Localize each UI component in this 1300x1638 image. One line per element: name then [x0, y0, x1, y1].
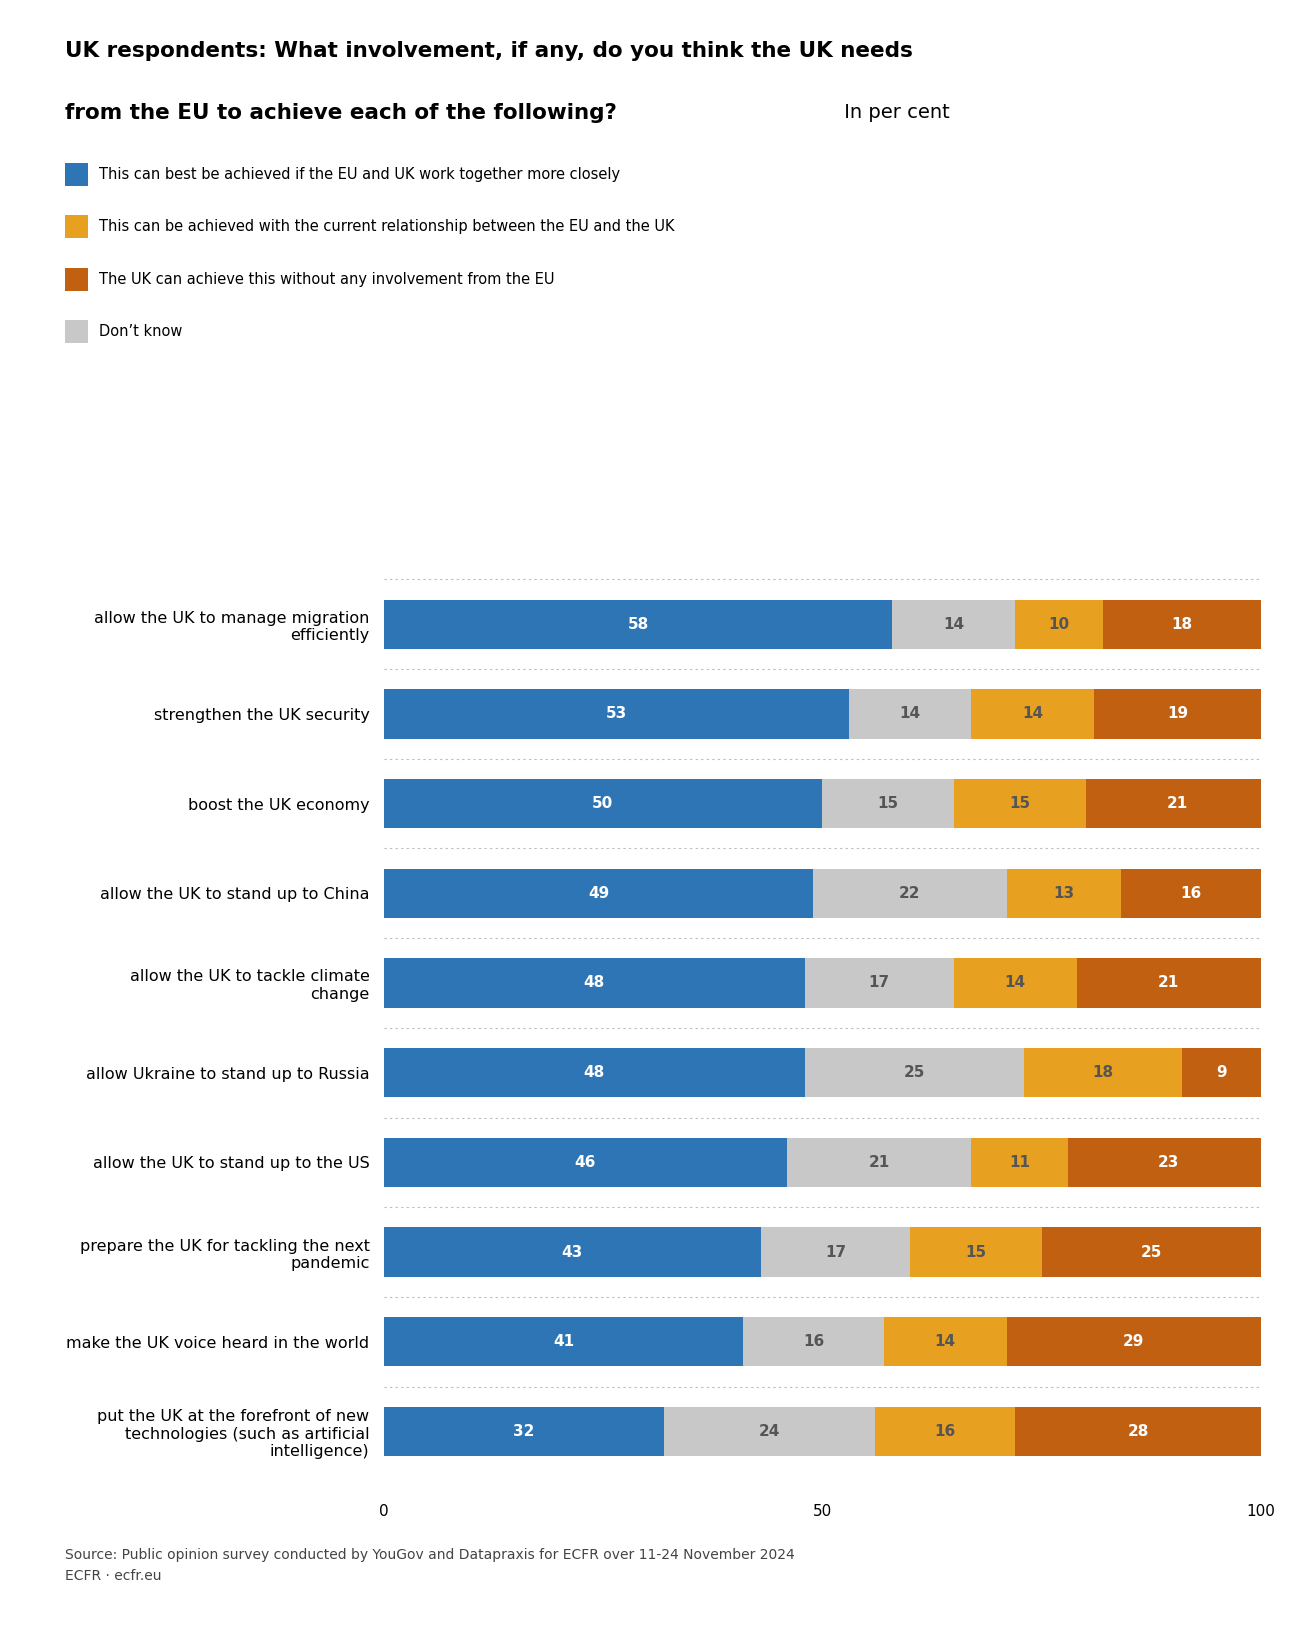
Text: 10: 10: [1049, 616, 1070, 632]
Text: 28: 28: [1127, 1423, 1149, 1440]
Bar: [384, 690, 849, 739]
Bar: [971, 690, 1095, 739]
Bar: [954, 780, 1086, 829]
Text: 43: 43: [562, 1245, 582, 1260]
Text: 48: 48: [584, 1065, 605, 1079]
Text: In per cent: In per cent: [838, 103, 950, 123]
Bar: [875, 1407, 1015, 1456]
Bar: [805, 1048, 1024, 1097]
Bar: [384, 1048, 805, 1097]
Bar: [822, 780, 954, 829]
Text: 29: 29: [1123, 1335, 1144, 1350]
Text: 13: 13: [1053, 886, 1074, 901]
Bar: [1069, 1138, 1270, 1188]
Bar: [1121, 868, 1261, 917]
Bar: [1041, 1227, 1261, 1276]
Bar: [384, 1317, 744, 1366]
Text: 17: 17: [868, 976, 889, 991]
Text: 21: 21: [1158, 976, 1179, 991]
Bar: [1006, 868, 1121, 917]
Text: 9: 9: [1217, 1065, 1227, 1079]
Bar: [1182, 1048, 1261, 1097]
Bar: [664, 1407, 875, 1456]
Bar: [1015, 1407, 1261, 1456]
Text: 25: 25: [903, 1065, 926, 1079]
Text: 14: 14: [1022, 706, 1044, 721]
Text: 18: 18: [1092, 1065, 1114, 1079]
Bar: [849, 690, 971, 739]
Bar: [1006, 1317, 1261, 1366]
Text: 58: 58: [628, 616, 649, 632]
Bar: [760, 1227, 910, 1276]
Text: UK respondents: What involvement, if any, do you think the UK needs: UK respondents: What involvement, if any…: [65, 41, 913, 61]
Bar: [954, 958, 1076, 1007]
Text: 21: 21: [868, 1155, 891, 1170]
Bar: [892, 600, 1015, 649]
Text: 53: 53: [606, 706, 627, 721]
Text: 41: 41: [552, 1335, 575, 1350]
Bar: [744, 1317, 884, 1366]
Text: 15: 15: [1009, 796, 1030, 811]
Text: 11: 11: [1009, 1155, 1030, 1170]
Bar: [805, 958, 954, 1007]
Text: 50: 50: [593, 796, 614, 811]
Bar: [910, 1227, 1041, 1276]
Text: 14: 14: [935, 1335, 956, 1350]
Text: 14: 14: [1005, 976, 1026, 991]
Text: 23: 23: [1158, 1155, 1179, 1170]
Bar: [1086, 780, 1270, 829]
Text: 16: 16: [1180, 886, 1201, 901]
Text: 48: 48: [584, 976, 605, 991]
Text: 32: 32: [514, 1423, 534, 1440]
Text: 16: 16: [935, 1423, 956, 1440]
Bar: [384, 600, 892, 649]
Bar: [384, 1227, 760, 1276]
Text: 22: 22: [900, 886, 920, 901]
Bar: [1024, 1048, 1182, 1097]
Text: 25: 25: [1140, 1245, 1162, 1260]
Text: 14: 14: [944, 616, 965, 632]
Text: This can be achieved with the current relationship between the EU and the UK: This can be achieved with the current re…: [99, 219, 675, 234]
Bar: [384, 1138, 788, 1188]
Text: Don’t know: Don’t know: [99, 324, 182, 339]
Bar: [788, 1138, 971, 1188]
Bar: [1015, 600, 1104, 649]
Text: 18: 18: [1171, 616, 1192, 632]
Bar: [884, 1317, 1006, 1366]
Bar: [384, 958, 805, 1007]
Text: 15: 15: [878, 796, 898, 811]
Bar: [384, 780, 822, 829]
Text: 17: 17: [826, 1245, 846, 1260]
Bar: [814, 868, 1006, 917]
Bar: [971, 1138, 1069, 1188]
Bar: [384, 1407, 664, 1456]
Text: This can best be achieved if the EU and UK work together more closely: This can best be achieved if the EU and …: [99, 167, 620, 182]
Bar: [1076, 958, 1261, 1007]
Bar: [384, 868, 814, 917]
Bar: [1104, 600, 1261, 649]
Text: The UK can achieve this without any involvement from the EU: The UK can achieve this without any invo…: [99, 272, 554, 287]
Text: 14: 14: [900, 706, 920, 721]
Bar: [1095, 690, 1261, 739]
Text: 16: 16: [803, 1335, 824, 1350]
Text: 21: 21: [1167, 796, 1188, 811]
Text: 24: 24: [759, 1423, 780, 1440]
Text: from the EU to achieve each of the following?: from the EU to achieve each of the follo…: [65, 103, 618, 123]
Text: Source: Public opinion survey conducted by YouGov and Datapraxis for ECFR over 1: Source: Public opinion survey conducted …: [65, 1548, 794, 1582]
Text: 19: 19: [1167, 706, 1188, 721]
Text: 49: 49: [588, 886, 610, 901]
Text: 46: 46: [575, 1155, 595, 1170]
Text: 15: 15: [965, 1245, 987, 1260]
